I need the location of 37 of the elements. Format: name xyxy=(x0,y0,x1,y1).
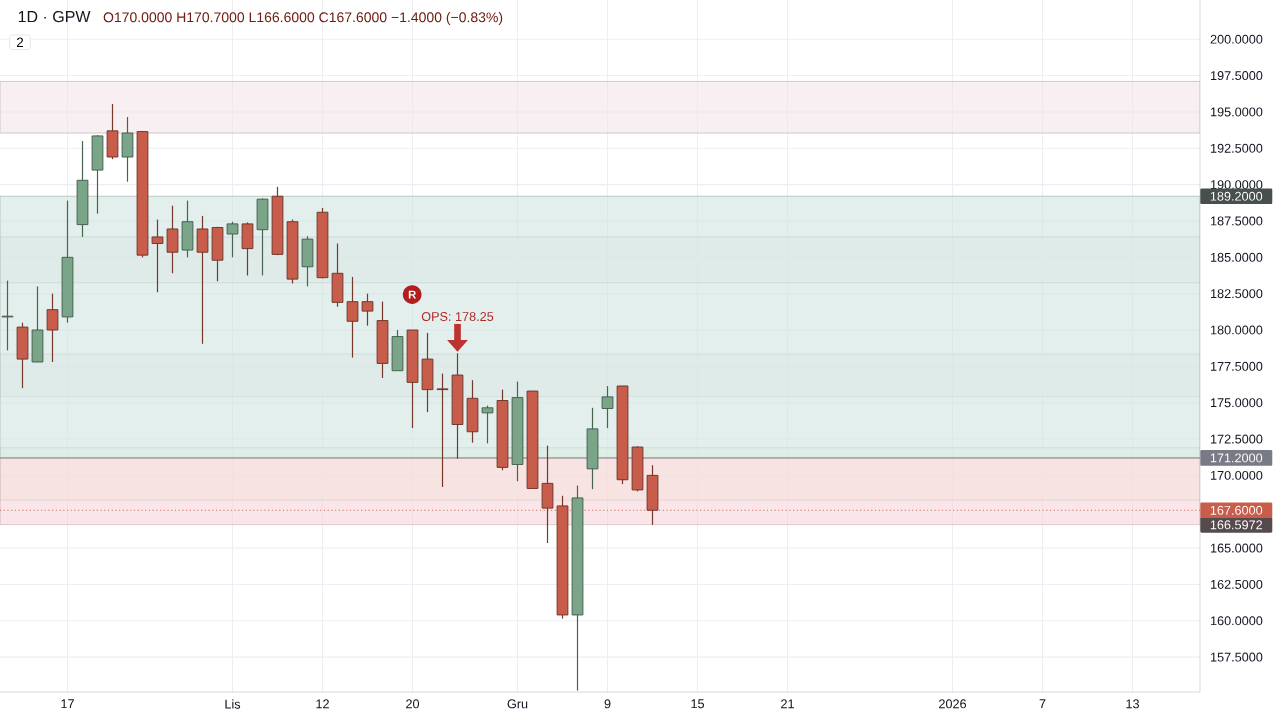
x-tick-label: 2026 xyxy=(939,699,967,709)
y-tick-label: 190.0000 xyxy=(1210,180,1263,190)
y-tick-label: 177.5000 xyxy=(1210,361,1263,371)
ref-line-label: 171.2000 xyxy=(1210,453,1263,463)
ref-line-label: 167.6000 xyxy=(1210,505,1263,515)
x-tick-label: 12 xyxy=(316,699,329,709)
text: O170.0000 H170.7000 L166.6000 C167.6000 −1.4000 (−0.83%) xyxy=(103,11,503,25)
y-tick-label: 170.0000 xyxy=(1210,470,1263,480)
band-label: 166.5972 xyxy=(1210,520,1263,530)
annotation: 2 xyxy=(16,37,24,47)
annotation: OPS: 178.25 xyxy=(421,312,494,321)
y-tick-label: 182.5000 xyxy=(1210,289,1263,299)
y-tick-label: 200.0000 xyxy=(1210,34,1263,44)
y-tick-label: 165.0000 xyxy=(1210,543,1263,553)
x-tick-label: 20 xyxy=(406,699,420,709)
y-tick-label: 160.0000 xyxy=(1210,616,1263,626)
y-tick-label: 180.0000 xyxy=(1210,325,1263,335)
annotation: R xyxy=(408,290,417,299)
x-tick-label: 21 xyxy=(781,699,794,709)
y-tick-label: 195.0000 xyxy=(1210,107,1263,117)
x-tick-label: 7 xyxy=(1039,699,1046,709)
x-tick-label: Gru xyxy=(507,699,528,709)
y-tick-label: 175.0000 xyxy=(1210,398,1263,408)
y-tick-label: 157.5000 xyxy=(1210,652,1263,662)
y-tick-label: 172.5000 xyxy=(1210,434,1263,444)
y-tick-label: 187.5000 xyxy=(1210,216,1263,226)
x-tick-label: Lis xyxy=(225,699,241,709)
band-label: 189.2000 xyxy=(1210,191,1263,201)
x-tick-label: 17 xyxy=(61,699,74,709)
y-tick-label: 162.5000 xyxy=(1210,579,1263,589)
y-tick-label: 185.0000 xyxy=(1210,252,1263,262)
x-tick-label: 13 xyxy=(1126,699,1139,709)
x-tick-label: 9 xyxy=(604,699,611,709)
x-tick-label: 15 xyxy=(691,699,705,709)
y-tick-label: 197.5000 xyxy=(1210,71,1263,81)
text: 1D · GPW xyxy=(18,10,91,23)
y-tick-label: 192.5000 xyxy=(1210,143,1263,153)
